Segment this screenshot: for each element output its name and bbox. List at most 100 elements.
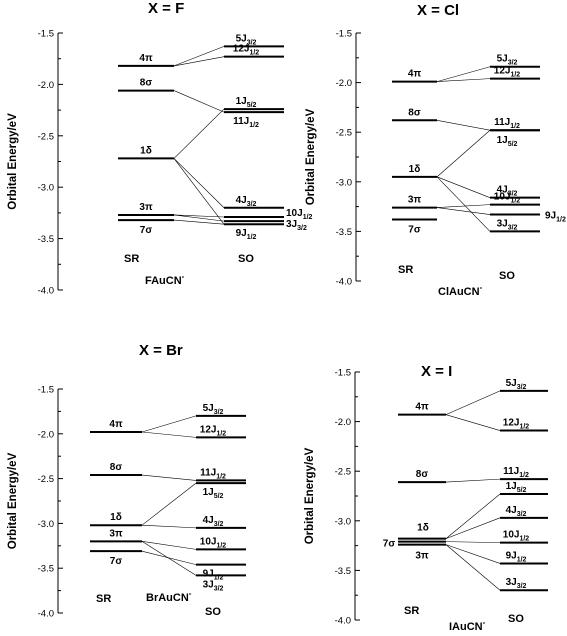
so-label-4J32: 4J3/2	[506, 505, 527, 518]
sr-label-7sigma: 7σ	[110, 556, 123, 567]
y-tick-label: -3.0	[335, 516, 351, 527]
sr-column-label: SR	[404, 605, 419, 617]
correlation-line	[445, 414, 501, 431]
sr-label-7sigma: 7σ	[408, 224, 421, 235]
y-tick-label: -3.5	[335, 566, 351, 577]
y-tick-label: -2.5	[38, 131, 54, 142]
y-tick-label: -4.0	[38, 286, 54, 297]
sr-label-8sigma: 8σ	[408, 107, 421, 118]
so-label-10J12: 10J1/2	[200, 536, 227, 549]
y-tick-label: -3.0	[38, 519, 54, 530]
sr-label-8sigma: 8σ	[140, 78, 153, 89]
y-tick-label: -2.5	[38, 474, 54, 485]
sr-label-1delta: 1δ	[409, 164, 421, 175]
so-label-4J32: 4J3/2	[203, 515, 224, 528]
sr-label-3pi: 3π	[408, 195, 422, 206]
correlation-line	[141, 415, 197, 433]
correlation-line	[436, 120, 491, 131]
so-label-11J12: 11J1/2	[233, 116, 259, 129]
so-label-9J12: 9J1/2	[545, 211, 566, 224]
panel-title: X = Cl	[417, 2, 459, 19]
so-label-9J12: 9J1/2	[506, 550, 527, 563]
y-tick-label: -3.0	[336, 177, 352, 188]
so-label-3J32: 3J3/2	[286, 219, 307, 232]
y-tick-label: -3.5	[336, 227, 352, 238]
so-label-4J32: 4J3/2	[236, 195, 257, 208]
correlation-line	[436, 78, 491, 82]
correlation-line	[445, 544, 501, 591]
so-column-label: SO	[499, 270, 515, 282]
correlation-line	[445, 517, 501, 539]
y-axis-title: Orbital Energy/eV	[304, 447, 316, 544]
so-label-3J32: 3J3/2	[497, 218, 518, 231]
correlation-line	[173, 158, 225, 208]
y-tick-label: -1.5	[336, 29, 352, 40]
correlation-line	[173, 56, 225, 67]
correlation-line	[445, 544, 501, 564]
so-column-label: SO	[508, 613, 524, 625]
y-tick-label: -2.5	[335, 467, 351, 478]
so-label-5J32: 5J3/2	[506, 378, 527, 391]
y-axis-title: Orbital Energy/eV	[305, 108, 317, 205]
so-label-11J12: 11J1/2	[494, 117, 520, 130]
correlation-line	[141, 482, 197, 526]
correlation-line	[445, 478, 501, 483]
so-label-1J52: 1J5/2	[497, 135, 518, 148]
so-column-label: SO	[205, 606, 221, 618]
y-tick-label: -3.0	[38, 183, 54, 194]
correlation-line	[445, 493, 501, 539]
panel-title: X = Br	[139, 342, 183, 359]
correlation-line	[436, 66, 491, 82]
correlation-line	[445, 390, 501, 415]
so-label-10J12: 10J1/2	[494, 192, 521, 205]
molecule-label: ClAuCN-	[438, 283, 483, 298]
so-label-5J32: 5J3/2	[236, 33, 257, 46]
sr-label-7sigma: 7σ	[140, 225, 153, 236]
correlation-line	[141, 431, 197, 438]
correlation-line	[141, 524, 197, 529]
so-label-12J12: 12J1/2	[200, 424, 227, 437]
so-label-1J52: 1J5/2	[506, 481, 527, 494]
correlation-line	[141, 541, 197, 550]
panel-xbr: X = Br -1.5 -2.0 -2.5 -3.0 -3.5 -4.0 Orbital En…	[7, 342, 246, 620]
sr-column-label: SR	[398, 264, 413, 276]
so-label-12J12: 12J1/2	[503, 418, 530, 431]
panel-xcl: X = Cl -1.5 -2.0 -2.5 -3.0 -3.5 -4.0 Orbital En…	[305, 2, 566, 298]
so-label-11J12: 11J1/2	[503, 466, 529, 479]
so-label-11J12: 11J1/2	[200, 467, 226, 480]
correlation-line	[173, 214, 225, 222]
sr-label-8sigma: 8σ	[110, 462, 123, 473]
correlation-line	[141, 550, 197, 565]
correlation-line	[173, 219, 225, 225]
so-label-1J52: 1J5/2	[203, 487, 224, 500]
so-label-5J32: 5J3/2	[203, 403, 224, 416]
so-label-10J12: 10J1/2	[503, 530, 530, 543]
sr-label-1delta: 1δ	[140, 145, 152, 156]
so-label-3J32: 3J3/2	[506, 577, 527, 590]
sr-column-label: SR	[124, 253, 139, 265]
y-tick-label: -2.0	[38, 80, 54, 91]
molecule-label: FAuCN-	[145, 272, 185, 287]
sr-label-4pi: 4π	[408, 69, 422, 80]
sr-label-4pi: 4π	[139, 53, 153, 64]
correlation-line	[173, 46, 225, 67]
so-label-9J12: 9J1/2	[203, 569, 224, 582]
sr-label-1delta: 1δ	[110, 512, 122, 523]
so-label-4J32: 4J3/2	[497, 185, 518, 198]
correlation-line	[173, 90, 225, 113]
so-label-12J12: 12J1/2	[233, 44, 260, 57]
y-tick-label: -1.5	[38, 29, 54, 40]
so-label-3J32: 3J3/2	[203, 579, 224, 592]
correlation-line	[173, 158, 225, 225]
y-tick-label: -2.0	[336, 78, 352, 89]
y-tick-label: -2.0	[335, 417, 351, 428]
correlation-line	[436, 129, 491, 178]
sr-label-1delta: 1δ	[417, 523, 429, 534]
molecule-label: IAuCN-	[449, 618, 486, 633]
panel-title: X = I	[421, 363, 452, 380]
correlation-line	[436, 176, 491, 232]
sr-label-3pi: 3π	[109, 528, 123, 539]
y-tick-label: -4.0	[335, 616, 351, 627]
so-label-9J12: 9J1/2	[236, 228, 257, 241]
